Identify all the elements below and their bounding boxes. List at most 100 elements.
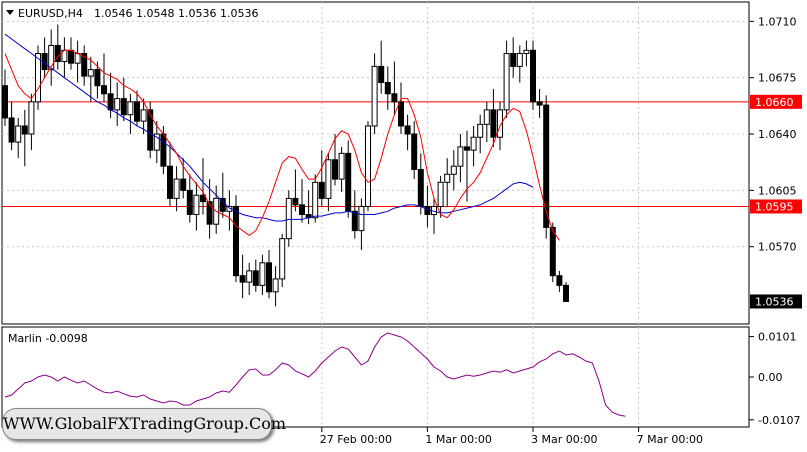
watermark-banner: WWW.GlobalFXTradingGroup.Com	[2, 408, 286, 440]
candle-bear	[239, 275, 246, 283]
time-tick-label: 3 Mar 00:00	[531, 433, 597, 446]
candle-bear	[180, 178, 187, 191]
ma-slow-line	[4, 33, 534, 222]
candle-bull	[15, 125, 22, 143]
candle-bear	[345, 152, 352, 212]
candle-bear	[530, 49, 536, 103]
candle-bear	[101, 85, 107, 95]
candle-bull	[193, 194, 200, 216]
candle-bear	[233, 205, 239, 277]
candle-bear	[200, 194, 206, 203]
ohlc-readout: 1.0546 1.0548 1.0536 1.0536	[94, 7, 258, 20]
level-price-label: 1.0660	[755, 96, 794, 109]
indicator-axis: 0.0101 0.00 -0.0107	[749, 331, 800, 427]
candle-bear	[378, 65, 385, 84]
candle-bear	[464, 146, 470, 151]
candle-bear	[411, 133, 418, 170]
candle-bull	[272, 278, 279, 293]
candle-bear	[81, 53, 88, 77]
candle-bull	[516, 53, 523, 67]
price-tick-label: 1.0710	[758, 15, 797, 28]
candle-bear	[549, 226, 556, 277]
candle-bull	[153, 133, 160, 151]
candle-bull	[371, 65, 378, 127]
candle-bull	[140, 109, 147, 122]
candle-bull	[325, 159, 332, 199]
candle-bull	[358, 205, 365, 232]
candle-bear	[206, 201, 213, 225]
candle-bull	[259, 262, 266, 286]
candle-bull	[483, 109, 490, 125]
candle-bull	[470, 136, 477, 151]
last-price-tag	[750, 294, 802, 309]
candle-bear	[391, 93, 398, 103]
indicator-tick-label: 0.0101	[758, 331, 797, 344]
price-tick-label: 1.0640	[758, 128, 797, 141]
candle-bull	[312, 181, 319, 219]
candle-series	[2, 24, 569, 307]
candle-bear	[147, 109, 154, 151]
indicator-tick-label: 0.00	[758, 371, 783, 384]
candle-bull	[285, 197, 292, 240]
candle-bull	[35, 53, 41, 103]
candle-bear	[94, 69, 101, 87]
candle-bull	[74, 53, 81, 64]
candle-bear	[510, 53, 517, 67]
candle-bear	[266, 262, 272, 293]
candle-bear	[54, 44, 61, 63]
candle-bull	[338, 152, 345, 180]
time-tick-label: 7 Mar 00:00	[637, 433, 703, 446]
candle-bull	[279, 238, 286, 280]
candle-bull	[444, 173, 451, 183]
candle-bear	[404, 125, 411, 135]
ma-fast-line	[4, 49, 560, 241]
candle-bear	[252, 270, 259, 286]
candle-bear	[556, 275, 563, 286]
candle-bull	[477, 123, 484, 138]
candle-bear	[318, 181, 325, 199]
candle-bull	[523, 49, 530, 55]
candle-bear	[384, 82, 391, 95]
candle-bear	[563, 284, 569, 302]
candle-bull	[127, 101, 134, 116]
candle-bear	[8, 117, 15, 143]
time-tick-label: 1 Mar 00:00	[425, 433, 491, 446]
price-tick-label: 1.0570	[758, 241, 797, 254]
candle-bear	[167, 165, 173, 199]
last-price-label: 1.0536	[755, 295, 794, 308]
candle-bear	[134, 101, 140, 122]
collapse-triangle-icon[interactable]	[6, 10, 14, 15]
candle-bear	[536, 101, 543, 106]
symbol-label: EURUSD,H4	[18, 7, 83, 20]
candle-bull	[246, 270, 253, 283]
candle-bear	[543, 104, 550, 228]
candle-bear	[490, 109, 497, 138]
time-axis: 27 Feb 00:00 1 Mar 00:00 3 Mar 00:00 7 Mar …	[320, 427, 703, 446]
candle-bear	[68, 49, 74, 64]
price-tick-label: 1.0675	[758, 72, 797, 85]
time-tick-label: 27 Feb 00:00	[320, 433, 392, 446]
price-axis: 1.0710 1.0675 1.0640 1.0605 1.0570 1.0536	[749, 15, 802, 309]
candle-bull	[503, 53, 510, 111]
candle-bear	[120, 98, 127, 116]
level-price-tag	[750, 94, 802, 109]
candle-bear	[2, 85, 8, 119]
price-tick-label: 1.0605	[758, 184, 797, 197]
candle-bear	[186, 189, 193, 216]
candle-bull	[48, 44, 55, 71]
candle-bear	[299, 204, 305, 216]
candle-bull	[365, 125, 371, 207]
main-panel	[1, 1, 750, 325]
candle-bull	[450, 165, 457, 175]
candle-bear	[417, 168, 424, 207]
candle-bull	[437, 181, 444, 207]
candle-bull	[28, 101, 35, 135]
candle-bull	[114, 98, 121, 111]
candle-bear	[107, 93, 114, 111]
candle-bear	[351, 210, 358, 232]
candle-bull	[87, 69, 94, 77]
candle-bull	[173, 178, 180, 199]
candle-bear	[21, 125, 28, 135]
level-price-tag	[750, 199, 802, 214]
